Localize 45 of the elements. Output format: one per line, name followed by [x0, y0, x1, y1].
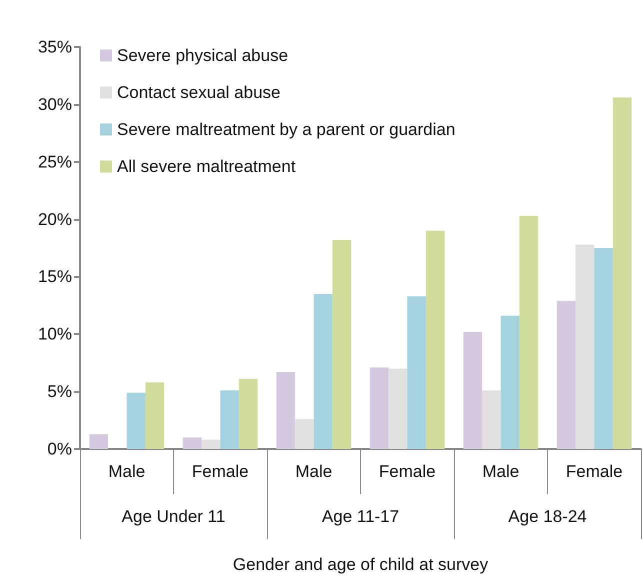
legend-label: Severe physical abuse — [117, 46, 288, 65]
bar — [370, 367, 389, 449]
bar — [519, 216, 538, 449]
y-tick-label: 0% — [47, 440, 72, 458]
y-tick-label: 20% — [38, 210, 72, 229]
y-tick-label: 5% — [47, 382, 72, 402]
text: Age 11-17 — [322, 507, 400, 526]
text: Age 18-24 — [508, 507, 587, 526]
x-tick-label: Male — [108, 462, 146, 481]
bar — [426, 230, 445, 449]
bar — [126, 392, 146, 449]
bar — [556, 300, 576, 449]
bar — [276, 372, 296, 449]
y-tick-label: 15% — [38, 267, 72, 286]
bar — [407, 296, 426, 449]
x-tick-label: Female — [192, 462, 249, 481]
bar — [332, 240, 352, 449]
bar — [576, 244, 594, 449]
legend-label: All severe maltreatment — [117, 157, 296, 176]
bar — [388, 368, 408, 449]
bar — [238, 378, 258, 449]
bar — [295, 419, 314, 449]
y-tick-label: 35% — [38, 38, 72, 56]
y-tick-label: 10% — [38, 324, 72, 344]
x-tick-label: Female — [378, 462, 436, 481]
x-tick-label: Male — [295, 462, 332, 481]
bar — [182, 438, 202, 449]
bar — [594, 248, 613, 449]
bar — [482, 390, 501, 449]
legend-label: Severe maltreatment by a parent or guardian — [117, 120, 456, 139]
y-tick-label: 25% — [38, 152, 72, 172]
bar — [145, 382, 164, 449]
y-tick-label: 30% — [38, 94, 72, 114]
bar — [612, 98, 632, 449]
bar — [314, 294, 332, 449]
x-axis-title: Gender and age of child at survey — [232, 555, 489, 574]
x-tick-label: Female — [566, 462, 623, 481]
legend-label: Contact sexual abuse — [117, 83, 280, 102]
bar — [89, 434, 108, 449]
bar — [220, 390, 239, 449]
x-tick-label: Male — [482, 462, 520, 481]
bar — [463, 332, 482, 449]
bar — [202, 440, 220, 449]
text: Age Under 11 — [122, 507, 226, 526]
bar — [500, 316, 520, 449]
